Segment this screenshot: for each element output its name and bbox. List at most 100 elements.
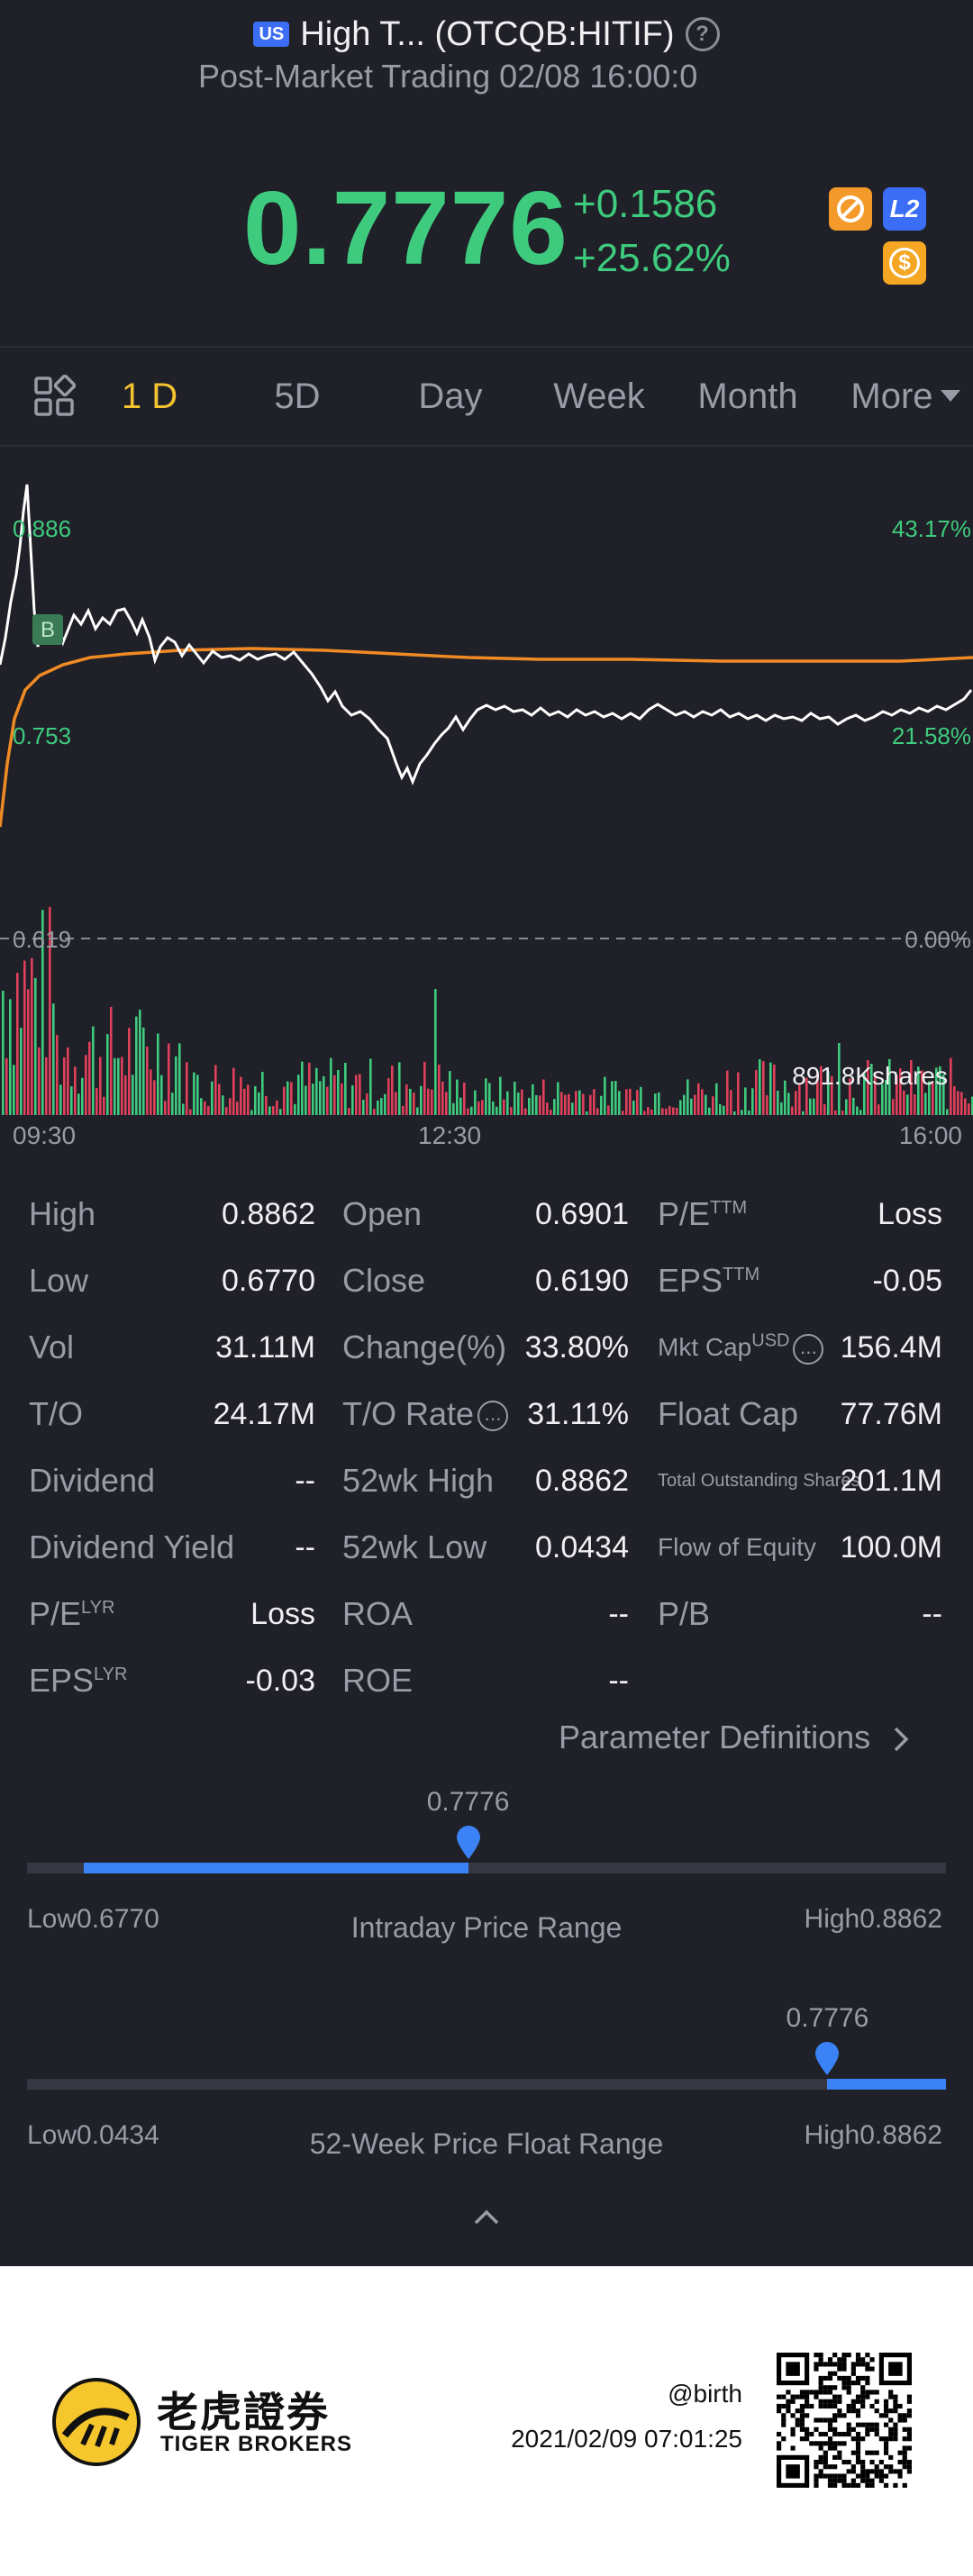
intraday-title: Intraday Price Range bbox=[350, 1911, 623, 1944]
volume-bar bbox=[243, 1088, 246, 1115]
tab-day[interactable]: Day bbox=[418, 376, 483, 416]
stat-dividend-value: -- bbox=[295, 1464, 315, 1498]
volume-bar bbox=[20, 1028, 23, 1115]
help-icon[interactable]: ? bbox=[685, 17, 720, 51]
volume-bar bbox=[88, 1041, 91, 1115]
volume-bar bbox=[903, 1090, 905, 1115]
stock-title[interactable]: High T... (OTCQB:HITIF) bbox=[300, 14, 675, 53]
volume-bar bbox=[618, 1091, 621, 1115]
volume-bar bbox=[286, 1081, 289, 1115]
volume-bar bbox=[362, 1099, 365, 1115]
volume-bar bbox=[333, 1075, 336, 1115]
volume-bar bbox=[438, 1064, 441, 1115]
volume-bar bbox=[13, 1065, 15, 1115]
volume-bar bbox=[791, 1106, 794, 1115]
level2-icon[interactable]: L2 bbox=[883, 187, 926, 231]
volume-bar bbox=[960, 1092, 963, 1115]
last-price: 0.7776 bbox=[243, 169, 568, 286]
volume-bar bbox=[139, 1010, 141, 1115]
stat-to-rate-label[interactable]: T/O Rate bbox=[342, 1394, 509, 1438]
volume-bar bbox=[229, 1098, 232, 1115]
stat-dividend-label: Dividend bbox=[29, 1462, 156, 1499]
volume-bar bbox=[805, 1077, 808, 1115]
price-line bbox=[0, 484, 973, 786]
volume-bar bbox=[189, 1109, 192, 1115]
volume-bar bbox=[467, 1108, 469, 1115]
intraday-low: Low0.6770 bbox=[27, 1904, 159, 1934]
time-end: 16:00 bbox=[898, 1121, 962, 1149]
more-info-icon[interactable] bbox=[477, 1399, 509, 1438]
volume-bar bbox=[874, 1073, 877, 1115]
volume-bar bbox=[571, 1102, 574, 1115]
stat-open-label: Open bbox=[342, 1195, 423, 1232]
volume-bar bbox=[470, 1106, 473, 1115]
volume-bar bbox=[67, 1047, 69, 1115]
volume-bar bbox=[867, 1060, 869, 1115]
volume-bar bbox=[211, 1081, 214, 1115]
price-change-percent: +25.62% bbox=[573, 236, 731, 280]
volume-bar bbox=[369, 1058, 372, 1115]
volume-bar bbox=[477, 1101, 480, 1115]
stat-high-value: 0.8862 bbox=[222, 1197, 315, 1231]
volume-bar bbox=[290, 1082, 293, 1115]
stat-pe-lyr-sup: LYR bbox=[81, 1598, 115, 1618]
volume-bar bbox=[928, 1081, 931, 1115]
volume-bar bbox=[2, 990, 5, 1115]
grid-icon[interactable] bbox=[18, 348, 90, 445]
buy-marker bbox=[32, 614, 63, 645]
volume-bar bbox=[427, 1088, 430, 1115]
volume-bar bbox=[514, 1081, 516, 1115]
volume-label: 891.8Kshares bbox=[792, 1062, 948, 1090]
price-low-label: 0.619 bbox=[13, 926, 72, 953]
volume-bar bbox=[164, 1101, 167, 1115]
volume-bar bbox=[759, 1059, 761, 1115]
share-footer: 老虎證券 TIGER BROKERS @birth 2021/02/09 07:… bbox=[0, 2266, 973, 2576]
volume-bar bbox=[787, 1093, 790, 1115]
volume-bar bbox=[676, 1107, 678, 1115]
stat-to-value: 24.17M bbox=[213, 1397, 315, 1431]
volume-bar bbox=[449, 1071, 451, 1115]
volume-bar bbox=[546, 1102, 549, 1115]
volume-bar bbox=[45, 1057, 48, 1115]
stat-eps-lyr-sup: LYR bbox=[94, 1664, 128, 1684]
volume-bar bbox=[690, 1098, 693, 1115]
dollar-icon[interactable]: $ bbox=[883, 241, 926, 285]
volume-bar bbox=[777, 1090, 779, 1115]
brand-name-en: TIGER BROKERS bbox=[160, 2432, 353, 2456]
chevron-up-icon[interactable] bbox=[473, 2203, 500, 2230]
tab-1d[interactable]: 1 D bbox=[121, 376, 178, 416]
intraday-current-value: 0.7776 bbox=[426, 1787, 510, 1817]
volume-bar bbox=[49, 906, 51, 1115]
stat-pe-ttm-label: P/ETTM bbox=[658, 1194, 747, 1234]
volume-bar bbox=[95, 1088, 98, 1115]
volume-bar bbox=[423, 1061, 426, 1115]
tab-month[interactable]: Month bbox=[697, 376, 798, 416]
volume-bar bbox=[463, 1082, 466, 1115]
stat-roa-label: ROA bbox=[342, 1595, 414, 1632]
volume-bar bbox=[214, 1065, 217, 1115]
tab-week[interactable]: Week bbox=[553, 376, 645, 416]
stat-low-value: 0.6770 bbox=[222, 1264, 315, 1298]
volume-bar bbox=[323, 1075, 325, 1115]
intraday-pin-icon bbox=[456, 1826, 480, 1859]
parameter-definitions-link[interactable]: Parameter Definitions bbox=[559, 1715, 910, 1760]
volume-bar bbox=[863, 1073, 866, 1115]
tab-5d[interactable]: 5D bbox=[274, 376, 321, 416]
volume-bar bbox=[171, 1093, 174, 1115]
volume-bar bbox=[99, 1057, 102, 1115]
volume-bar bbox=[431, 1089, 433, 1115]
stat-eps-lyr-text: EPS bbox=[29, 1662, 95, 1699]
tab-more[interactable]: More bbox=[838, 348, 973, 445]
volume-bar bbox=[114, 1057, 116, 1115]
no-trade-icon[interactable] bbox=[829, 187, 872, 231]
stat-to-rate-text: T/O Rate bbox=[342, 1395, 475, 1432]
mkt-cap-info-icon[interactable] bbox=[793, 1332, 824, 1372]
volume-bar bbox=[564, 1094, 567, 1115]
volume-bar bbox=[434, 989, 437, 1115]
share-timestamp: 2021/02/09 07:01:25 bbox=[511, 2425, 742, 2453]
parameter-definitions-label: Parameter Definitions bbox=[559, 1719, 871, 1755]
stat-mkt-cap-label[interactable]: Mkt CapUSD bbox=[658, 1328, 824, 1372]
volume-bar bbox=[841, 1111, 844, 1115]
intraday-chart[interactable]: B 0.886 43.17% 0.753 21.58% 0.619 0.00% … bbox=[0, 449, 973, 1162]
volume-bar bbox=[268, 1106, 271, 1115]
